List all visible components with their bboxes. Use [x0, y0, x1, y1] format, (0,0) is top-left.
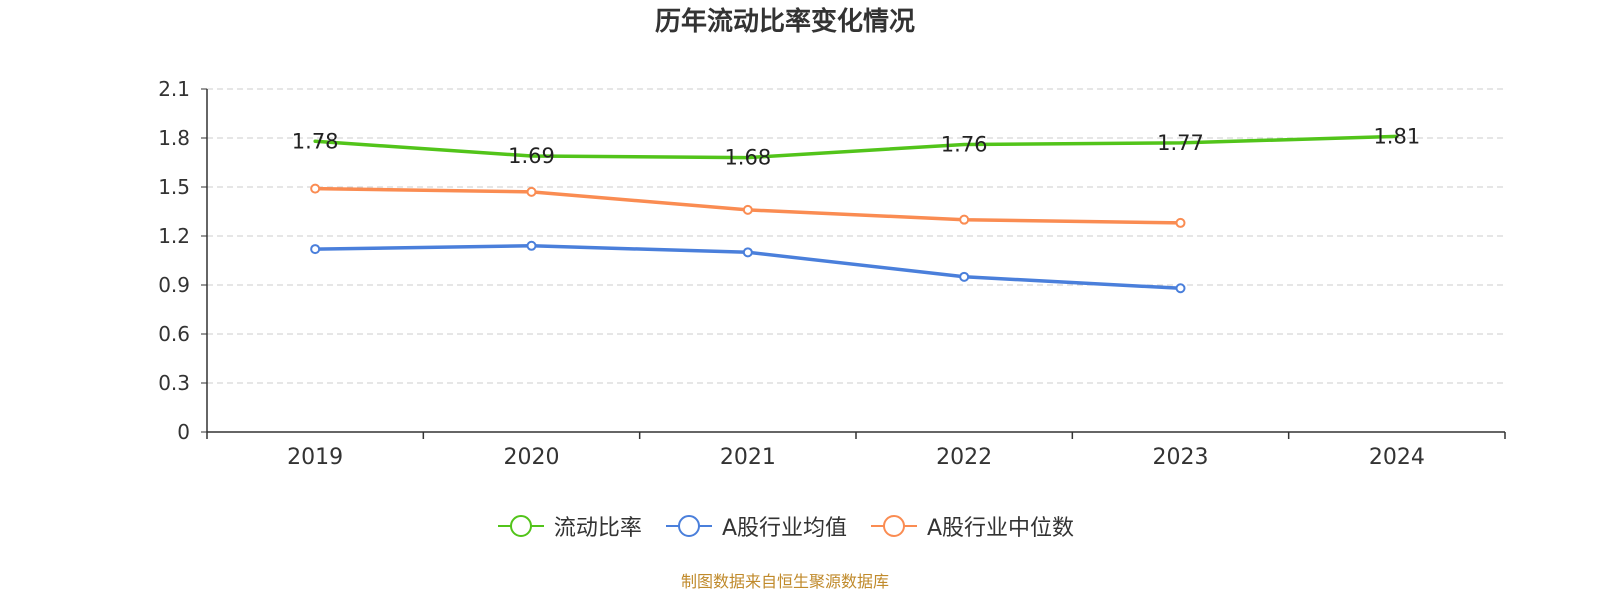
y-tick-label: 0.9: [158, 273, 190, 297]
data-point: [526, 240, 537, 251]
y-tick-label: 0.6: [158, 322, 190, 346]
axis-layer: 0 0.3 0.6 0.9 1.2 1.5 1.8 2.1 2019 2020 2021 2022 20…: [158, 77, 1506, 470]
x-tick-label: 2020: [504, 445, 560, 470]
y-tick-label: 1.8: [158, 126, 190, 150]
y-tick-label: 0.3: [158, 371, 190, 395]
data-point: [742, 204, 753, 215]
data-label: 1.81: [1373, 124, 1420, 148]
data-point: [310, 244, 321, 255]
x-tick-label: 2021: [720, 445, 776, 470]
data-label-layer: 1.78 1.69 1.68 1.76 1.77 1.81: [292, 124, 1420, 169]
legend-item[interactable]: A股行业均值: [664, 510, 847, 542]
y-tick-label: 1.2: [158, 224, 190, 248]
grid-layer: [207, 88, 1505, 384]
data-label: 1.77: [1157, 131, 1204, 155]
data-point: [310, 183, 321, 194]
legend-line-circle-icon: [871, 515, 917, 537]
chart-title: 历年流动比率变化情况: [654, 7, 915, 37]
data-point: [959, 214, 970, 225]
data-label: 1.69: [508, 144, 555, 168]
data-label: 1.68: [724, 146, 771, 170]
legend-line-circle-icon: [665, 515, 712, 537]
series-line-0: [313, 134, 1399, 160]
legend-label: A股行业中位数: [927, 516, 1075, 541]
x-tick-label: 2019: [287, 445, 343, 470]
legend: 流动比率 A股行业均值 A股行业中位数: [0, 510, 1570, 542]
legend-label: A股行业均值: [721, 516, 847, 541]
source-note: 制图数据来自恒生聚源数据库: [680, 572, 889, 591]
legend-line-circle-icon: [497, 515, 544, 537]
data-point: [742, 247, 753, 258]
data-label: 1.76: [941, 133, 988, 157]
legend-item[interactable]: 流动比率: [496, 510, 642, 542]
y-tick-label: 2.1: [158, 77, 190, 101]
y-tick-label: 0: [177, 420, 190, 444]
legend-item[interactable]: A股行业中位数: [869, 510, 1074, 542]
data-point: [526, 186, 537, 197]
x-tick-label: 2024: [1369, 445, 1425, 470]
x-tick-label: 2022: [936, 445, 992, 470]
data-point: [1175, 217, 1186, 228]
data-point: [959, 271, 970, 282]
legend-label: 流动比率: [553, 516, 642, 541]
y-tick-label: 1.5: [158, 175, 190, 199]
series-layer: [310, 134, 1399, 294]
data-label: 1.78: [292, 129, 339, 153]
x-tick-label: 2023: [1153, 445, 1209, 470]
data-point: [1175, 283, 1186, 294]
